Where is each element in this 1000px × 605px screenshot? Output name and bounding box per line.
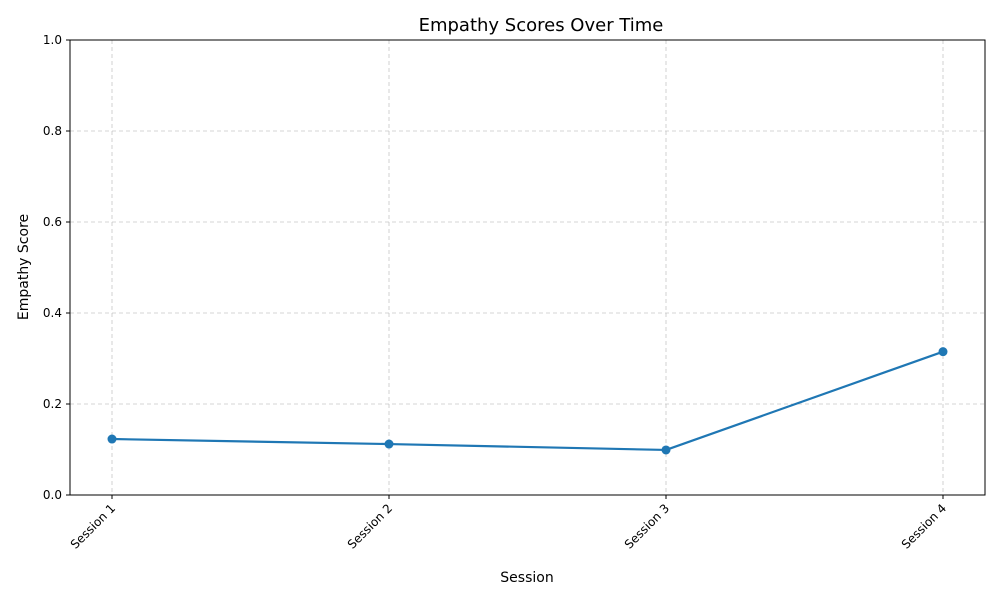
grid <box>70 39 985 496</box>
y-tick-label: 0.2 <box>43 397 62 411</box>
x-tick-label: Session 3 <box>622 501 672 551</box>
y-axis-label: Empathy Score <box>16 214 32 320</box>
series-line <box>110 350 945 452</box>
x-tick-label: Session 2 <box>345 501 395 551</box>
data-point <box>384 439 394 449</box>
y-tick-label: 0.4 <box>43 306 62 320</box>
x-tick-label: Session 4 <box>899 501 949 551</box>
chart-title: Empathy Scores Over Time <box>419 15 664 36</box>
y-tick-label: 1.0 <box>43 33 62 47</box>
axes <box>69 39 986 496</box>
data-point <box>938 347 948 357</box>
y-tick-label: 0.6 <box>43 215 62 229</box>
x-tick-label: Session 1 <box>68 501 118 551</box>
data-point <box>107 434 117 444</box>
plot-frame <box>69 39 986 496</box>
y-tick-label: 0.8 <box>43 124 62 138</box>
y-tick-label: 0.0 <box>43 488 62 502</box>
data-point <box>661 445 671 455</box>
x-axis-label: Session <box>500 570 553 586</box>
ticks: 0.0 0.2 0.4 0.6 0.8 1.0 Session 1 Session 2 Sess… <box>43 33 949 552</box>
series <box>107 347 948 455</box>
